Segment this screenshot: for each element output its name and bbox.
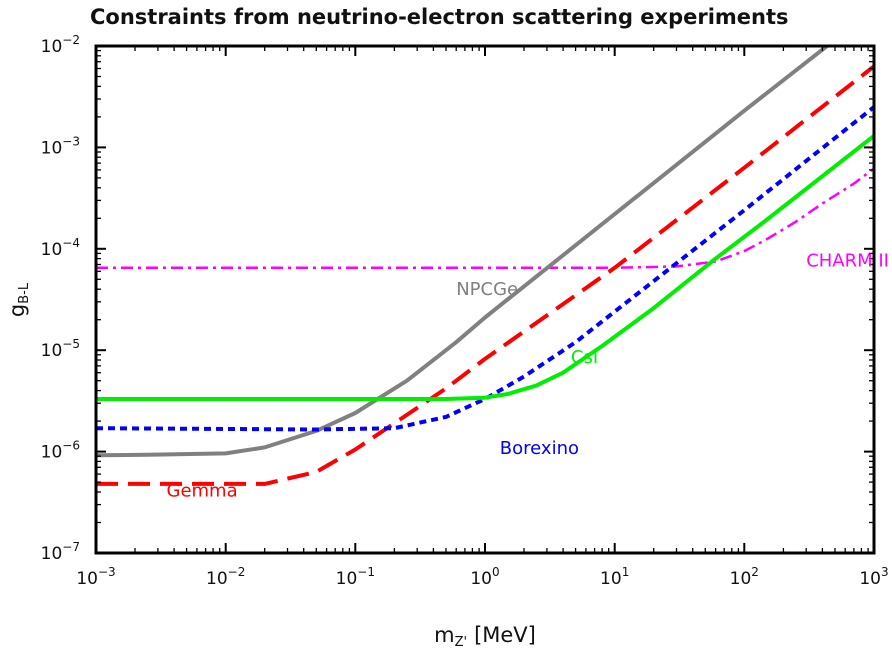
x-axis-unit: [MeV] xyxy=(474,623,536,647)
y-axis-label: gB-L xyxy=(5,282,32,317)
x-tick-label: 10−3 xyxy=(76,565,115,589)
x-axis-symbol: m xyxy=(434,623,454,647)
y-tick-label: 10−2 xyxy=(41,33,80,57)
series-line-csi xyxy=(96,134,874,401)
x-axis-label: mZ' [MeV] xyxy=(434,623,536,650)
y-tick-label: 10−6 xyxy=(41,439,80,463)
y-tick-label: 10−3 xyxy=(41,134,80,158)
series-label-csi: CsI xyxy=(571,347,598,368)
series-layer xyxy=(96,46,874,486)
x-axis-subscript: Z' xyxy=(455,635,467,650)
series-line-charm-ii xyxy=(96,167,874,270)
y-tick-label: 10−4 xyxy=(41,236,80,260)
series-label-gemma: Gemma xyxy=(167,481,238,502)
y-axis-subscript: B-L xyxy=(17,282,32,304)
y-tick-label: 10−7 xyxy=(41,540,80,564)
series-line-npcge xyxy=(96,46,831,458)
x-tick-label: 102 xyxy=(730,565,759,589)
ticks-layer: 10−3 10−2 10−1 100 101 102 103 10−7 10−6 10−5 10−4… xyxy=(41,33,889,589)
y-tick-label: 10−5 xyxy=(41,337,80,361)
series-label-npcge: NPCGe xyxy=(456,279,518,300)
series-label-charm-ii: CHARM II xyxy=(806,250,889,271)
x-tick-label: 10−2 xyxy=(206,565,245,589)
x-tick-label: 103 xyxy=(859,565,888,589)
series-line-borexino xyxy=(96,105,874,432)
y-axis-symbol: g xyxy=(5,304,29,317)
chart-title: Constraints from neutrino-electron scatt… xyxy=(90,5,789,29)
series-labels: CHARM II NPCGe Gemma Borexino CsI xyxy=(167,250,889,501)
x-tick-label: 101 xyxy=(600,565,629,589)
series-line-gemma xyxy=(96,64,874,486)
x-tick-label: 10−1 xyxy=(336,565,375,589)
series-label-borexino: Borexino xyxy=(500,438,579,459)
x-tick-label: 100 xyxy=(470,565,499,589)
